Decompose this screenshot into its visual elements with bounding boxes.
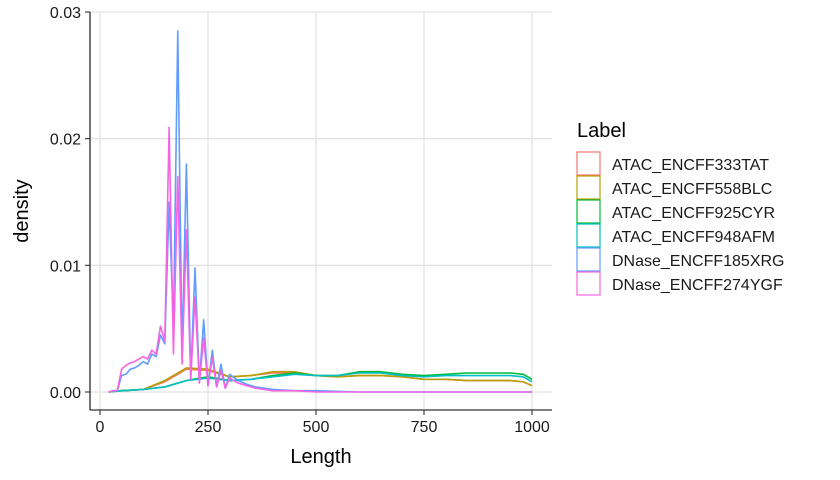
y-tick-label: 0.03 [50, 5, 81, 22]
series-line-atac-encff948afm [108, 372, 533, 393]
legend-label: ATAC_ENCFF925CYR [612, 205, 775, 222]
legend-key [576, 271, 601, 296]
y-tick-label: 0.00 [50, 385, 81, 402]
legend-label: ATAC_ENCFF558BLC [612, 181, 772, 198]
y-tick-label: 0.02 [50, 132, 81, 149]
x-tick-label: 0 [96, 419, 105, 436]
legend-key [576, 175, 601, 200]
legend: Label ATAC_ENCFF333TAT ATAC_ENCFF558BLC AT… [576, 120, 785, 296]
x-axis-title: Length [290, 446, 351, 468]
legend-label: ATAC_ENCFF333TAT [612, 157, 769, 174]
y-tick-label: 0.01 [50, 258, 81, 275]
y-axis-ticks: 0.00 0.01 0.02 0.03 [50, 5, 90, 402]
x-tick-label: 250 [195, 419, 222, 436]
legend-label: DNase_ENCFF185XRG [612, 253, 785, 270]
x-axis-ticks: 0 250 500 750 1000 [96, 410, 550, 436]
legend-label: ATAC_ENCFF948AFM [612, 229, 775, 246]
x-tick-label: 750 [411, 419, 438, 436]
series-line-dnase-encff185xrg [108, 30, 532, 393]
legend-key [576, 223, 601, 248]
x-tick-label: 1000 [514, 419, 550, 436]
legend-title: Label [577, 120, 626, 142]
x-tick-label: 500 [303, 419, 330, 436]
legend-key [576, 199, 601, 224]
series-lines [108, 30, 533, 393]
series-line-dnase-encff274ygf [108, 126, 532, 393]
legend-key [576, 247, 601, 272]
legend-key [576, 151, 601, 176]
y-axis-title: density [11, 179, 33, 242]
legend-label: DNase_ENCFF274YGF [612, 277, 783, 294]
plot-background [90, 12, 552, 410]
